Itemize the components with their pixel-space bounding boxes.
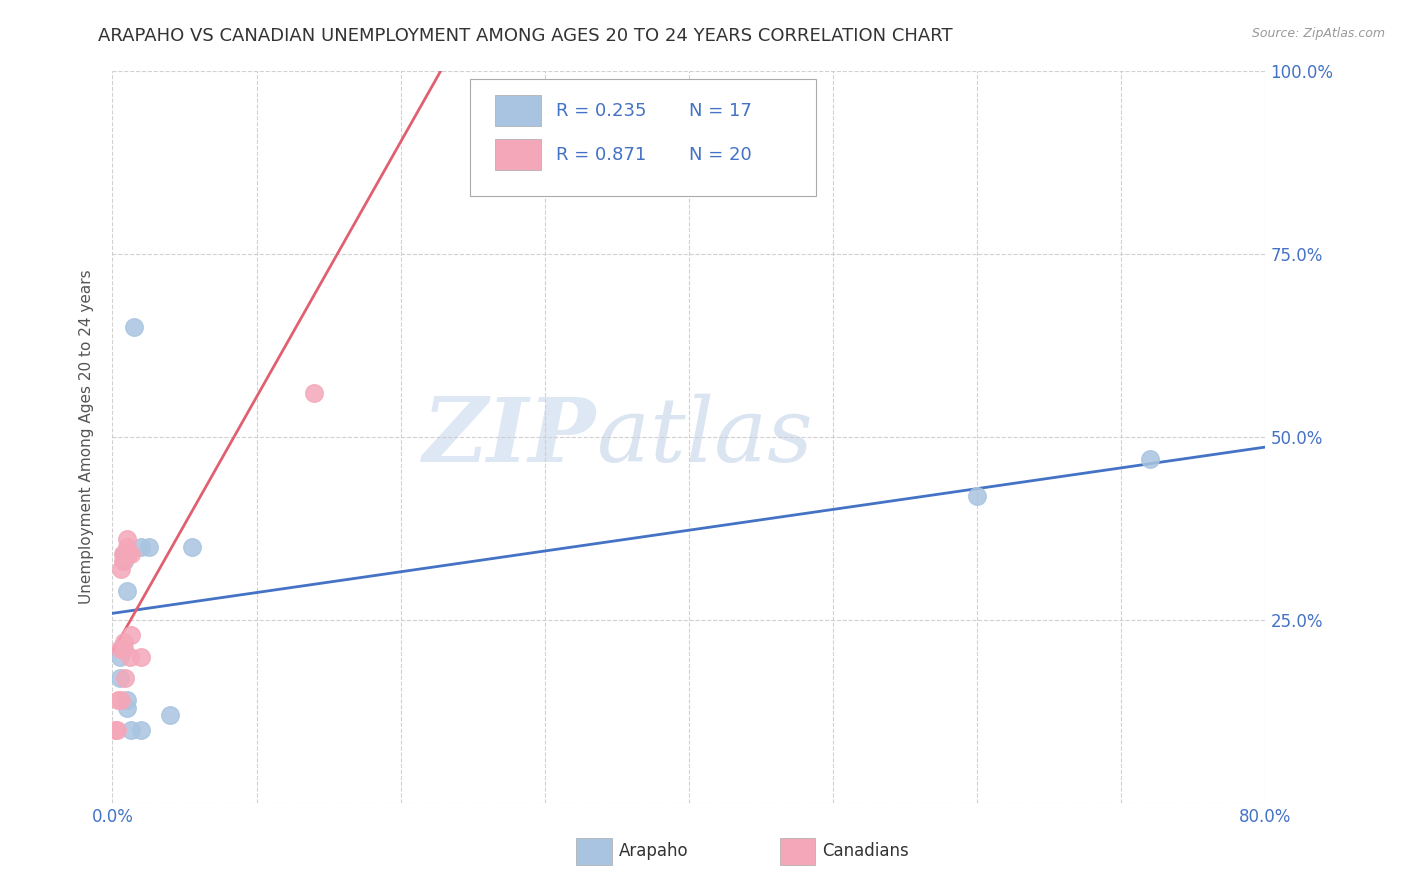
Point — [115, 583, 138, 598]
Point — [110, 562, 132, 576]
Point — [180, 540, 202, 554]
Point — [108, 649, 131, 664]
Point — [111, 554, 134, 568]
FancyBboxPatch shape — [470, 78, 815, 195]
Point — [114, 672, 136, 686]
Text: ARAPAHO VS CANADIAN UNEMPLOYMENT AMONG AGES 20 TO 24 YEARS CORRELATION CHART: ARAPAHO VS CANADIAN UNEMPLOYMENT AMONG A… — [98, 27, 953, 45]
Text: Arapaho: Arapaho — [619, 842, 689, 860]
Point — [108, 642, 131, 657]
Point — [122, 320, 145, 334]
Text: N = 17: N = 17 — [689, 102, 752, 120]
Point — [110, 693, 132, 707]
Text: N = 20: N = 20 — [689, 145, 752, 164]
Point — [112, 547, 135, 561]
Point — [117, 547, 139, 561]
Point — [115, 533, 138, 547]
Point — [115, 540, 138, 554]
Point — [129, 540, 153, 554]
Text: Canadians: Canadians — [823, 842, 910, 860]
Point — [111, 547, 134, 561]
Text: R = 0.235: R = 0.235 — [557, 102, 647, 120]
Point — [159, 708, 181, 723]
Point — [112, 547, 135, 561]
Text: ZIP: ZIP — [423, 394, 596, 480]
Point — [115, 700, 138, 714]
Point — [112, 642, 135, 657]
Point — [1139, 452, 1161, 467]
Point — [966, 489, 988, 503]
Point — [120, 547, 142, 561]
FancyBboxPatch shape — [495, 139, 541, 170]
Point — [404, 50, 426, 64]
Point — [107, 693, 129, 707]
Point — [118, 649, 141, 664]
Point — [115, 693, 138, 707]
Text: Source: ZipAtlas.com: Source: ZipAtlas.com — [1251, 27, 1385, 40]
Point — [120, 723, 142, 737]
Point — [112, 635, 135, 649]
Point — [138, 540, 160, 554]
Point — [120, 627, 142, 641]
Point — [304, 386, 326, 401]
Y-axis label: Unemployment Among Ages 20 to 24 years: Unemployment Among Ages 20 to 24 years — [79, 269, 94, 605]
Point — [105, 723, 128, 737]
Text: R = 0.871: R = 0.871 — [557, 145, 647, 164]
Text: atlas: atlas — [596, 393, 813, 481]
Point — [129, 649, 153, 664]
FancyBboxPatch shape — [495, 95, 541, 127]
Point — [104, 723, 127, 737]
Point — [108, 672, 131, 686]
Point — [112, 554, 135, 568]
Point — [129, 723, 153, 737]
